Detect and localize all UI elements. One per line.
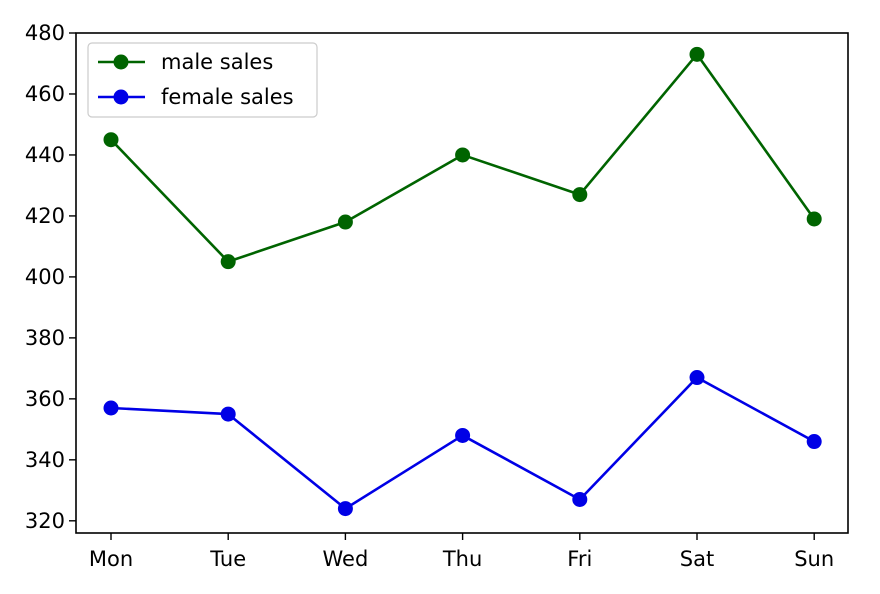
legend-marker	[113, 54, 129, 70]
legend-box	[87, 42, 318, 118]
legend-item: male sales	[98, 50, 273, 74]
y-axis: 320 340 360 380 400 420 440 460 480	[25, 21, 76, 533]
series-male-sales	[103, 46, 822, 270]
data-point	[337, 214, 353, 230]
y-tick-label: 380	[25, 326, 65, 350]
legend-item: female sales	[98, 85, 294, 109]
y-tick-label: 340	[25, 448, 65, 472]
data-point	[806, 211, 822, 227]
legend-items: male sales female sales	[98, 50, 294, 109]
y-tick-label: 420	[25, 204, 65, 228]
legend: male sales female sales	[87, 42, 318, 118]
x-tick-label: Sun	[794, 547, 834, 571]
data-point	[806, 434, 822, 450]
y-tick-label: 320	[25, 509, 65, 533]
y-tick-label: 400	[25, 265, 65, 289]
x-tick-label: Tue	[209, 547, 246, 571]
y-tick-label: 460	[25, 82, 65, 106]
data-point	[455, 147, 471, 163]
data-point	[220, 406, 236, 422]
data-point	[220, 254, 236, 270]
series-female-sales	[103, 370, 822, 517]
data-point	[337, 501, 353, 517]
data-point	[689, 370, 705, 386]
data-point	[455, 427, 471, 443]
x-tick-label: Mon	[89, 547, 133, 571]
y-tick-label: 480	[25, 21, 65, 45]
x-tick-label: Thu	[442, 547, 482, 571]
data-point	[103, 132, 119, 148]
y-tick-label: 440	[25, 143, 65, 167]
data-point	[103, 400, 119, 416]
legend-label: male sales	[161, 50, 273, 74]
y-tick-label: 360	[25, 387, 65, 411]
x-tick-label: Sat	[680, 547, 714, 571]
x-tick-label: Wed	[323, 547, 369, 571]
data-point	[689, 46, 705, 62]
data-point	[572, 187, 588, 203]
x-tick-label: Fri	[567, 547, 592, 571]
x-axis: Mon Tue Wed Thu Fri Sat Sun	[89, 533, 834, 571]
series-layer	[103, 46, 822, 517]
legend-label: female sales	[161, 85, 294, 109]
legend-marker	[113, 89, 129, 105]
data-point	[572, 491, 588, 507]
